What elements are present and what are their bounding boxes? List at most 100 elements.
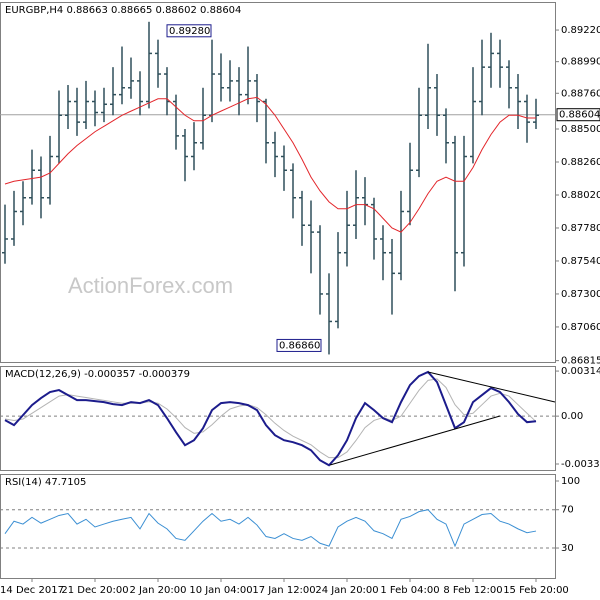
y-tick-label: 0.87060 bbox=[561, 322, 600, 333]
ohlc-bar bbox=[488, 32, 494, 88]
price-title: EURGBP,H4 0.88663 0.88665 0.88602 0.8860… bbox=[5, 5, 241, 16]
trend-line bbox=[427, 371, 556, 403]
ohlc-bar bbox=[407, 142, 413, 226]
ohlc-bar bbox=[299, 190, 305, 246]
x-tick-label: 17 Jan 12:00 bbox=[252, 585, 315, 596]
rsi-title: RSI(14) 47.7105 bbox=[5, 477, 86, 488]
ohlc-bar bbox=[434, 74, 440, 136]
x-tick-label: 14 Dec 2017 bbox=[0, 585, 64, 596]
ohlc-bar bbox=[65, 85, 71, 130]
y-tick-label: 0.87540 bbox=[561, 256, 600, 267]
ohlc-bar bbox=[29, 149, 35, 205]
ohlc-bar bbox=[227, 60, 233, 102]
last-price-box bbox=[556, 108, 600, 122]
ohlc-bar bbox=[146, 21, 152, 109]
ohlc-bar bbox=[308, 200, 314, 274]
watermark: ActionForex.com bbox=[68, 273, 233, 298]
ohlc-bar bbox=[290, 163, 296, 219]
ohlc-bar bbox=[245, 46, 251, 105]
line bbox=[4, 509, 537, 548]
ohlc-bar bbox=[83, 80, 89, 130]
ohlc-bar bbox=[371, 197, 377, 260]
annotation-box bbox=[166, 24, 212, 38]
price-frame bbox=[0, 2, 556, 363]
ohlc-bar bbox=[524, 94, 530, 143]
ohlc-bar bbox=[2, 204, 8, 264]
ohlc-bar bbox=[200, 87, 206, 150]
x-tick-label: 15 Feb 20:00 bbox=[503, 585, 569, 596]
x-tick-label: 8 Feb 12:00 bbox=[443, 585, 502, 596]
y-tick-label: 0.00 bbox=[561, 411, 583, 422]
ohlc-bar bbox=[281, 145, 287, 191]
y-tick-label: 0.89220 bbox=[561, 25, 600, 36]
ohlc-bar bbox=[218, 53, 224, 102]
ohlc-bar bbox=[137, 71, 143, 116]
ohlc-bar bbox=[389, 238, 395, 315]
ohlc-bar bbox=[119, 46, 125, 105]
ohlc-bar bbox=[272, 131, 278, 178]
ohlc-bar bbox=[425, 43, 431, 130]
x-tick-label: 21 Dec 20:00 bbox=[61, 585, 128, 596]
ohlc-bar bbox=[155, 39, 161, 88]
rsi-frame bbox=[0, 474, 556, 579]
y-tick-label: 30 bbox=[561, 543, 574, 554]
ohlc-bar bbox=[110, 67, 116, 116]
ohlc-bar bbox=[443, 108, 449, 164]
y-tick-label: 0.88020 bbox=[561, 190, 600, 201]
macd-frame bbox=[0, 366, 556, 471]
last-price-label: 0.88604 bbox=[559, 110, 600, 121]
ohlc-bar bbox=[263, 98, 269, 164]
ohlc-bar bbox=[533, 98, 539, 130]
ohlc-bar bbox=[92, 90, 98, 127]
y-tick-label: 100 bbox=[561, 476, 580, 487]
ohlc-bar bbox=[182, 129, 188, 182]
ohlc-bar bbox=[479, 39, 485, 116]
ohlc-bar bbox=[20, 181, 26, 226]
ohlc-bar bbox=[128, 57, 134, 99]
ohlc-bar bbox=[452, 135, 458, 292]
ohlc-bar bbox=[506, 60, 512, 109]
ohlc-bar bbox=[191, 122, 197, 171]
ohlc-bar bbox=[74, 87, 80, 136]
ohlc-bar bbox=[398, 190, 404, 281]
ohlc-bar bbox=[344, 190, 350, 267]
y-tick-label: 0.88500 bbox=[561, 124, 600, 135]
line bbox=[4, 96, 536, 233]
annotation-label: 0.89280 bbox=[169, 26, 210, 37]
y-tick-label: 0.88260 bbox=[561, 157, 600, 168]
ohlc-bar bbox=[326, 273, 332, 355]
y-tick-label: 0.003146 bbox=[561, 366, 600, 377]
y-tick-label: 0.88990 bbox=[561, 57, 600, 68]
macd-title: MACD(12,26,9) -0.000357 -0.000379 bbox=[5, 369, 190, 380]
x-tick-label: 1 Feb 04:00 bbox=[380, 585, 439, 596]
y-tick-label: 0.87780 bbox=[561, 223, 600, 234]
ohlc-bar bbox=[11, 190, 17, 246]
x-tick-label: 10 Jan 04:00 bbox=[189, 585, 252, 596]
ohlc-bar bbox=[416, 87, 422, 178]
plot-layer: 0.89220 0.88990 0.88760 0.88500 0.88260 0.880… bbox=[0, 21, 600, 596]
ohlc-bar bbox=[47, 135, 53, 205]
x-tick-label: 24 Jan 20:00 bbox=[315, 585, 378, 596]
ohlc-bar bbox=[461, 135, 467, 267]
line bbox=[4, 370, 537, 467]
ohlc-bar bbox=[38, 156, 44, 219]
ohlc-bar bbox=[101, 87, 107, 123]
annotation-label: 0.86860 bbox=[279, 340, 320, 351]
line bbox=[4, 378, 537, 459]
y-tick-label: 0.86815 bbox=[561, 356, 600, 367]
ohlc-bar bbox=[56, 90, 62, 164]
ohlc-bar bbox=[254, 74, 260, 123]
y-tick-label: 70 bbox=[561, 505, 574, 516]
ohlc-bar bbox=[173, 94, 179, 150]
ohlc-bar bbox=[317, 225, 323, 315]
trend-line bbox=[329, 415, 501, 466]
ohlc-bar bbox=[380, 225, 386, 281]
y-tick-label: -0.003342 bbox=[561, 459, 600, 470]
ohlc-bar bbox=[470, 67, 476, 164]
panel-frames bbox=[0, 2, 556, 579]
annotation-box bbox=[276, 338, 322, 352]
ohlc-bar bbox=[497, 39, 503, 88]
y-tick-label: 0.88760 bbox=[561, 88, 600, 99]
